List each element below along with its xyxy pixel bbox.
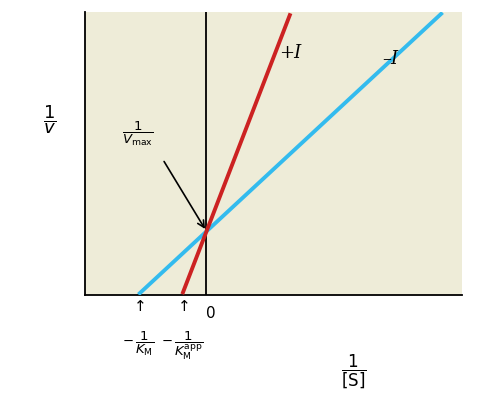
Text: $\uparrow$: $\uparrow$ bbox=[131, 299, 146, 314]
Text: –I: –I bbox=[382, 50, 398, 68]
Text: $\dfrac{1}{[\mathrm{S}]}$: $\dfrac{1}{[\mathrm{S}]}$ bbox=[341, 352, 366, 390]
Text: $\uparrow$: $\uparrow$ bbox=[175, 299, 189, 314]
Text: $-\,\dfrac{1}{K_{\mathrm{M}}}$: $-\,\dfrac{1}{K_{\mathrm{M}}}$ bbox=[122, 330, 154, 358]
Text: 0: 0 bbox=[207, 306, 216, 321]
Text: $-\,\dfrac{1}{K_{\mathrm{M}}^{\mathrm{app}}}$: $-\,\dfrac{1}{K_{\mathrm{M}}^{\mathrm{ap… bbox=[161, 330, 203, 362]
Text: $\dfrac{1}{V_{\mathrm{max}}}$: $\dfrac{1}{V_{\mathrm{max}}}$ bbox=[122, 119, 154, 148]
Text: $\dfrac{1}{v}$: $\dfrac{1}{v}$ bbox=[43, 103, 56, 136]
Text: +I: +I bbox=[280, 44, 302, 61]
